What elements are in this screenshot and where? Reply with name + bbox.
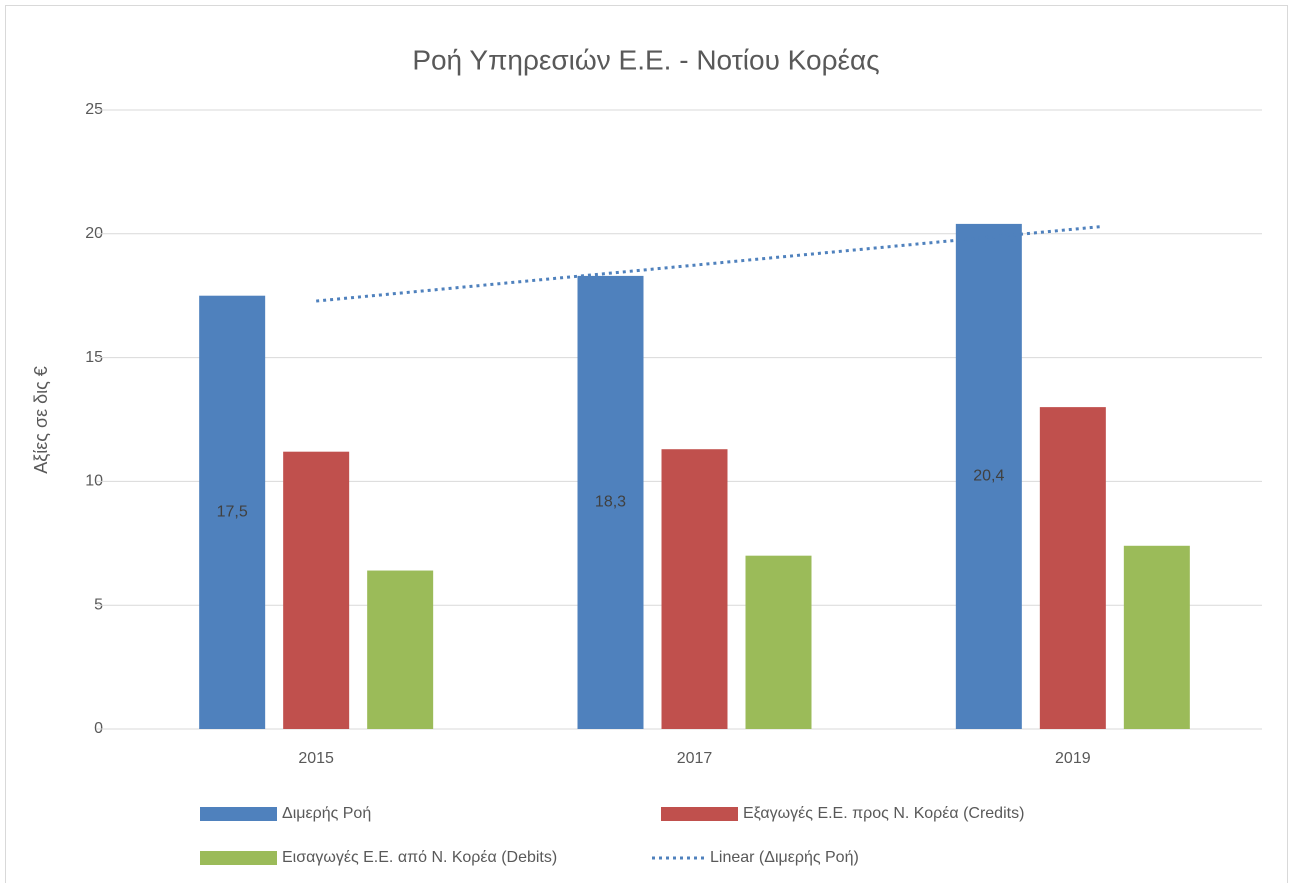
x-tick-label: 2015 — [298, 750, 334, 767]
legend-label: Linear (Διμερής Ροή) — [710, 849, 859, 866]
y-tick-label: 25 — [85, 101, 103, 118]
legend-swatch — [200, 807, 277, 821]
trendline — [316, 225, 1101, 303]
y-axis-label: Αξίες σε δις € — [31, 366, 51, 474]
y-tick-label: 15 — [85, 349, 103, 366]
bar — [367, 570, 434, 729]
data-label: 20,4 — [973, 468, 1004, 485]
bar — [745, 555, 812, 729]
bar — [283, 451, 350, 729]
legend-label: Διμερής Ροή — [282, 805, 371, 822]
legend-swatch — [661, 807, 738, 821]
bar — [577, 275, 644, 729]
x-tick-label: 2017 — [677, 750, 713, 767]
legend-label: Εξαγωγές Ε.Ε. προς Ν. Κορέα (Credits) — [743, 805, 1024, 822]
y-tick-label: 20 — [85, 225, 103, 242]
legend-label: Εισαγωγές Ε.Ε. από Ν. Κορέα (Debits) — [282, 849, 557, 866]
chart-title: Ροή Υπηρεσιών Ε.Ε. - Νοτίου Κορέας — [412, 44, 879, 75]
bar — [1039, 407, 1106, 729]
bar — [199, 295, 266, 729]
bar — [955, 223, 1022, 729]
data-label: 17,5 — [217, 504, 248, 521]
x-tick-label: 2019 — [1055, 750, 1091, 767]
bar — [1123, 545, 1190, 729]
legend-swatch — [200, 851, 277, 865]
data-label: 18,3 — [595, 494, 626, 511]
bar — [661, 449, 728, 729]
y-tick-label: 10 — [85, 473, 103, 490]
